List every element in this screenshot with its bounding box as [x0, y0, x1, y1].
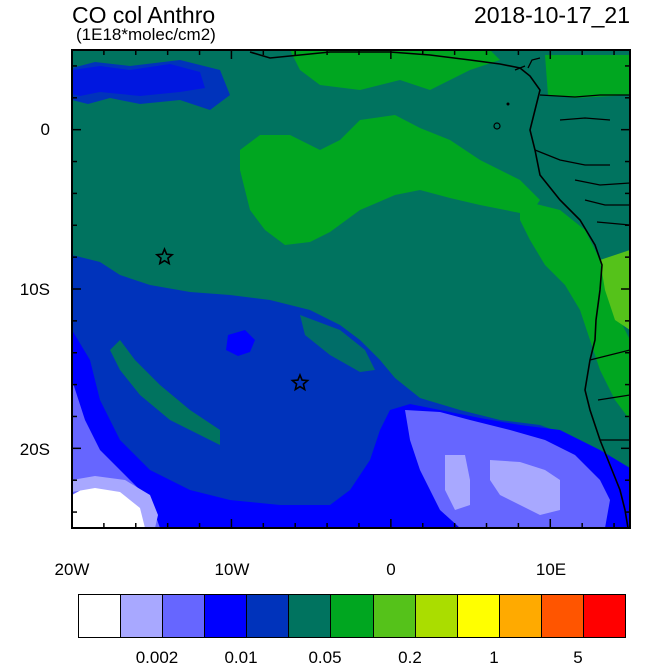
colorbar [78, 594, 626, 638]
island-2 [506, 102, 510, 106]
colorbar-label-0.002: 0.002 [135, 648, 179, 667]
field-land-teal [535, 92, 630, 210]
star-marker-2 [290, 372, 310, 392]
colorbar-swatch-4 [247, 595, 290, 637]
field-blob [226, 330, 255, 356]
axis-ticks [71, 50, 630, 528]
lat-label-20s: 20S [19, 440, 50, 459]
colorbar-swatch-3 [205, 595, 248, 637]
field-green-center [240, 115, 540, 245]
plot-title: CO col Anthro [72, 2, 216, 28]
field-land-green-ne [545, 55, 630, 98]
field-palest-blue-1 [445, 455, 470, 510]
colorbar-swatch-2 [163, 595, 206, 637]
borders [514, 57, 630, 441]
lon-label-0: 0 [386, 560, 396, 579]
lon-label-20w: 20W [54, 560, 90, 579]
colorbar-swatch-1 [121, 595, 164, 637]
colorbar-swatch-6 [331, 595, 374, 637]
lon-label-10w: 10W [214, 560, 250, 579]
lat-label-10s: 10S [19, 280, 50, 299]
colorbar-swatch-12 [583, 595, 626, 637]
field-teal-patch-1 [300, 315, 375, 372]
field-nw-mid [72, 64, 205, 96]
colorbar-swatch-5 [289, 595, 332, 637]
lon-label-10e: 10E [535, 560, 567, 579]
colorbar-label-0.05: 0.05 [308, 648, 342, 667]
colorbar-swatch-8 [415, 595, 458, 637]
colorbar-swatch-7 [373, 595, 416, 637]
colorbar-label-1: 1 [489, 648, 499, 667]
field-green-coast [520, 200, 630, 420]
colorbar-swatch-10 [499, 595, 542, 637]
colorbar-label-0.2: 0.2 [398, 648, 422, 667]
island-1 [493, 122, 501, 130]
field-teal-tongue [110, 340, 220, 445]
plot-timestamp: 2018-10-17_21 [473, 2, 630, 28]
lat-label-0: 0 [40, 120, 50, 139]
field-green-north [290, 50, 500, 90]
colorbar-swatch-9 [457, 595, 500, 637]
field-lightblue-sw [72, 476, 158, 528]
field-yellowgreen-1 [600, 250, 630, 330]
colorbar-swatch-11 [541, 595, 584, 637]
plot-units: (1E18*molec/cm2) [76, 25, 216, 44]
markers [154, 246, 310, 392]
field-palest-blue-2 [490, 460, 560, 515]
colorbar-label-0.01: 0.01 [224, 648, 258, 667]
colorbar-swatch-0 [79, 595, 122, 637]
star-marker-1 [154, 246, 175, 266]
colorbar-label-5: 5 [573, 648, 583, 667]
